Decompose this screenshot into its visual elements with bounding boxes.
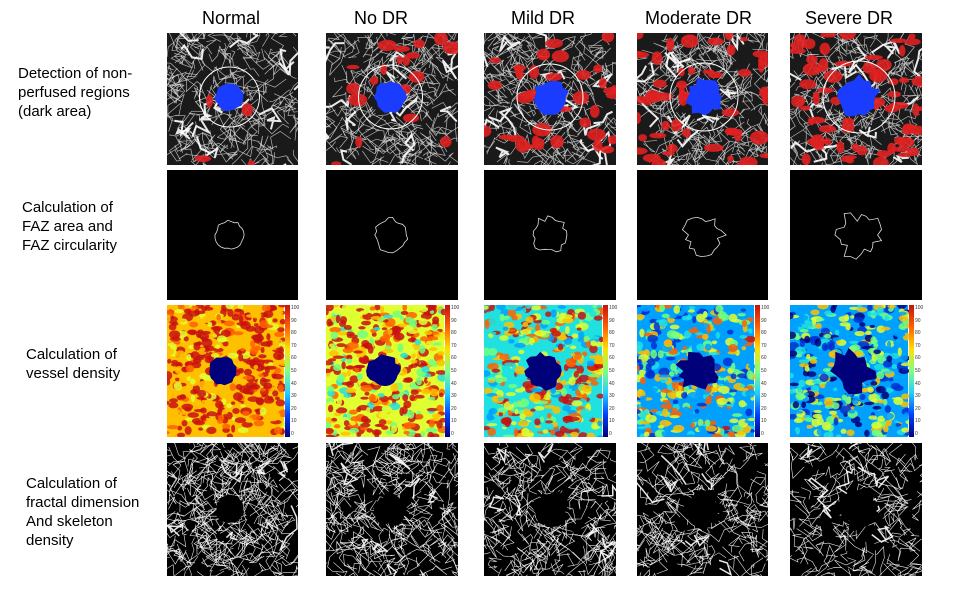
colorbar-tick: 80 bbox=[609, 330, 615, 337]
panel-skeleton-severe-dr bbox=[790, 443, 922, 576]
panel-density-normal bbox=[167, 305, 298, 437]
panel-perfusion-normal bbox=[167, 33, 298, 165]
panel-perfusion-severe-dr bbox=[790, 33, 922, 165]
colorbar-tick: 50 bbox=[291, 368, 297, 374]
colorbar-tick: 30 bbox=[609, 393, 615, 400]
colorbar-tick: 60 bbox=[291, 355, 297, 362]
colorbar-tick: 70 bbox=[609, 342, 615, 349]
colorbar-tick: 90 bbox=[915, 317, 921, 324]
colorbar-tick: 10 bbox=[915, 418, 921, 425]
colorbar-tick: 60 bbox=[915, 355, 921, 362]
panel-skeleton-normal bbox=[167, 443, 298, 576]
row-label-perfusion: Detection of non- perfused regions (dark… bbox=[18, 65, 133, 120]
colorbar-tick: 100 bbox=[761, 305, 770, 311]
colorbar-tick: 30 bbox=[761, 393, 767, 400]
row-label-skeleton: Calculation of fractal dimension And ske… bbox=[26, 475, 140, 549]
colorbar-tick: 100 bbox=[915, 305, 924, 311]
colorbar-tick: 30 bbox=[915, 393, 921, 400]
colorbar-tick: 40 bbox=[609, 380, 615, 387]
colorbar-tick: 30 bbox=[451, 393, 457, 400]
colorbar-tick: 20 bbox=[451, 405, 457, 412]
colorbar-tick: 80 bbox=[761, 330, 767, 337]
colorbar-tick: 50 bbox=[761, 368, 767, 374]
panel-faz-no-dr bbox=[326, 170, 458, 300]
colorbar-tick: 0 bbox=[609, 431, 612, 437]
panel-skeleton-moderate-dr bbox=[637, 443, 768, 576]
column-header-no-dr: No DR bbox=[354, 8, 409, 28]
colorbar-tick: 60 bbox=[761, 355, 767, 362]
colorbar-tick: 10 bbox=[291, 418, 297, 425]
colorbar-tick: 0 bbox=[915, 431, 918, 437]
panel-faz-moderate-dr bbox=[637, 170, 768, 300]
colorbar-tick: 50 bbox=[915, 368, 921, 374]
colorbar-tick: 90 bbox=[291, 317, 297, 324]
colorbar-tick: 90 bbox=[451, 317, 457, 324]
panel-skeleton-mild-dr bbox=[484, 443, 616, 576]
colorbar-tick: 40 bbox=[915, 380, 921, 387]
colorbar-tick: 10 bbox=[451, 418, 457, 425]
colorbar-tick: 100 bbox=[609, 305, 618, 311]
colorbar-tick: 20 bbox=[609, 405, 615, 412]
colorbar-tick: 80 bbox=[291, 330, 297, 337]
colorbar-tick: 100 bbox=[291, 305, 300, 311]
column-header-severe-dr: Severe DR bbox=[805, 8, 894, 28]
colorbar-tick: 70 bbox=[451, 342, 457, 349]
colorbar-tick: 0 bbox=[761, 431, 764, 437]
colorbar-tick: 10 bbox=[609, 418, 615, 425]
panel-perfusion-mild-dr bbox=[484, 33, 616, 165]
panel-faz-severe-dr bbox=[790, 170, 922, 300]
colorbar-tick: 70 bbox=[915, 342, 921, 349]
colorbar-tick: 70 bbox=[291, 342, 297, 349]
colorbar-tick: 70 bbox=[761, 342, 767, 349]
panel-density-severe-dr bbox=[790, 305, 922, 437]
colorbar-tick: 80 bbox=[451, 330, 457, 337]
row-label-density: Calculation of vessel density bbox=[26, 346, 121, 382]
colorbar-tick: 60 bbox=[609, 355, 615, 362]
column-header-moderate-dr: Moderate DR bbox=[645, 8, 753, 28]
colorbar-tick: 0 bbox=[291, 431, 294, 437]
colorbar-tick: 30 bbox=[291, 393, 297, 400]
colorbar-tick: 20 bbox=[291, 405, 297, 412]
colorbar-tick: 0 bbox=[451, 431, 454, 437]
colorbar-tick: 10 bbox=[761, 418, 767, 425]
colorbar-tick: 100 bbox=[451, 305, 460, 311]
column-header-mild-dr: Mild DR bbox=[511, 8, 576, 28]
panel-faz-normal bbox=[167, 170, 298, 300]
colorbar-tick: 40 bbox=[291, 380, 297, 387]
panel-density-moderate-dr bbox=[637, 305, 768, 437]
colorbar-tick: 90 bbox=[761, 317, 767, 324]
colorbar-tick: 80 bbox=[915, 330, 921, 337]
colorbar-tick: 90 bbox=[609, 317, 615, 324]
panel-density-no-dr bbox=[326, 305, 458, 437]
panel-faz-mild-dr bbox=[484, 170, 616, 300]
colorbar-tick: 60 bbox=[451, 355, 457, 362]
colorbar-tick: 50 bbox=[609, 368, 615, 374]
colorbar-tick: 20 bbox=[761, 405, 767, 412]
panel-density-mild-dr bbox=[484, 305, 616, 437]
panel-perfusion-no-dr bbox=[326, 33, 458, 165]
panel-skeleton-no-dr bbox=[326, 443, 458, 576]
panel-perfusion-moderate-dr bbox=[637, 33, 768, 165]
colorbar-tick: 20 bbox=[915, 405, 921, 412]
column-header-normal: Normal bbox=[202, 8, 261, 28]
colorbar-tick: 40 bbox=[761, 380, 767, 387]
colorbar-tick: 40 bbox=[451, 380, 457, 387]
colorbar-tick: 50 bbox=[451, 368, 457, 374]
row-label-faz: Calculation of FAZ area and FAZ circular… bbox=[22, 199, 118, 254]
